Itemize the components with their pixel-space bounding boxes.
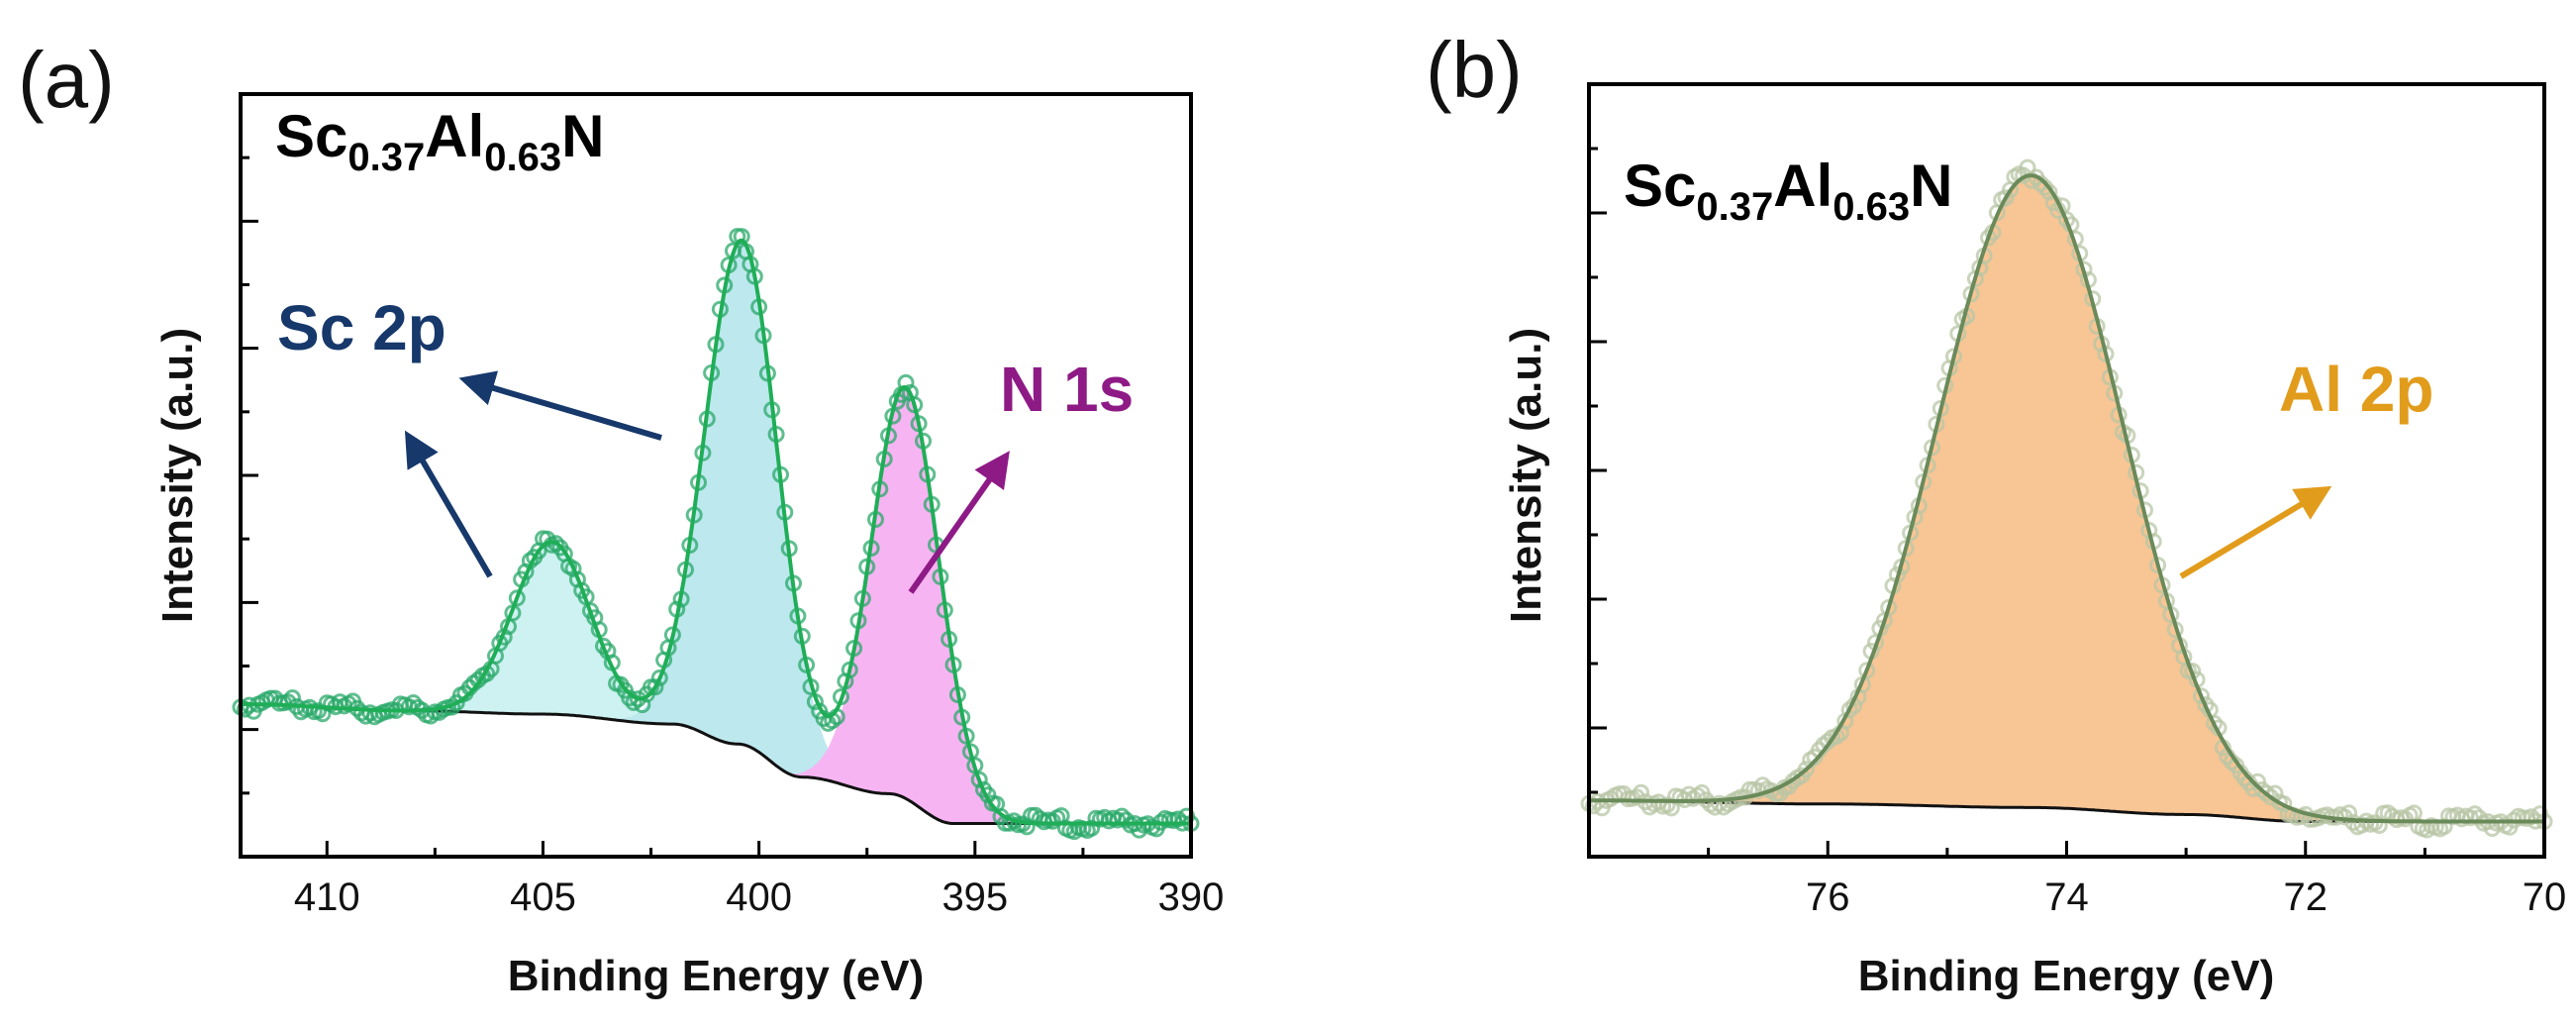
formula-a-el1: Sc [275, 103, 347, 169]
x-tick-label-a: 410 [294, 875, 360, 919]
annotation-sc-2p: Sc 2p [277, 292, 446, 363]
data-point [1789, 769, 1806, 786]
data-point [1858, 662, 1876, 679]
formula-a-el2: Al [425, 103, 484, 169]
data-point [650, 669, 668, 686]
component-fill-b-1 [1640, 175, 2423, 822]
x-tick-label-a: 395 [941, 875, 1008, 919]
x-tick-label-a: 400 [726, 875, 792, 919]
formula-a-el3: N [561, 103, 604, 169]
data-point [2253, 781, 2271, 798]
x-tick-label-b: 72 [2284, 875, 2328, 919]
annotation-al-2p: Al 2p [2279, 354, 2433, 425]
x-tick-label-b: 74 [2044, 875, 2089, 919]
panel-a-sample-formula: Sc0.37Al0.63N [275, 103, 604, 179]
x-tick-label-a: 405 [510, 875, 576, 919]
panel-a: (a) 410 405 400 395 390 Sc0.37Al0.63N Sc 2p … [18, 36, 1224, 1000]
arrow-al-2p [2179, 485, 2332, 579]
formula-b-el1: Sc [1624, 153, 1696, 219]
panel-b-y-axis-title: Intensity (a.u.) [1502, 328, 1550, 623]
panel-b-label: (b) [1426, 26, 1523, 114]
formula-b-el3: N [1910, 153, 1952, 219]
data-point [1702, 795, 1720, 813]
formula-a-sub2: 0.63 [484, 136, 561, 179]
data-point [508, 589, 526, 607]
x-tick-label-b: 76 [1806, 875, 1850, 919]
panel-a-y-axis-title: Intensity (a.u.) [153, 328, 202, 623]
arrow-sc-2p-upper [458, 370, 662, 441]
formula-b-sub2: 0.63 [1833, 185, 1910, 229]
annotation-n-1s: N 1s [1000, 354, 1134, 425]
panel-a-plot-area [232, 228, 1200, 841]
panel-b-x-axis-title: Binding Energy (eV) [1858, 952, 2274, 1000]
fit-envelope-b [1589, 173, 2544, 824]
data-point [2270, 793, 2288, 811]
x-tick-label-a: 390 [1158, 875, 1225, 919]
component-fill-a-2 [588, 240, 895, 795]
formula-b-el2: Al [1773, 153, 1833, 219]
component-fill-a-3 [761, 386, 1050, 824]
component-fill-a-1 [388, 542, 715, 739]
formula-a-sub1: 0.37 [347, 136, 425, 179]
panel-a-x-axis-title: Binding Energy (eV) [508, 952, 924, 1000]
fit-envelope-a [241, 238, 1191, 826]
data-point [2193, 687, 2210, 705]
arrow-n-1s [908, 451, 1010, 594]
data-point [1980, 229, 1997, 247]
panel-b-plot-area [1580, 158, 2553, 839]
data-point [970, 771, 988, 788]
panel-a-label: (a) [18, 36, 115, 124]
data-point [901, 383, 919, 401]
data-point [551, 539, 569, 557]
data-point [983, 794, 1001, 812]
x-tick-label-b: 70 [2523, 875, 2567, 919]
arrow-sc-2p-lower [404, 430, 493, 578]
formula-b-sub1: 0.37 [1696, 185, 1773, 229]
panel-a-ticks: 410 405 400 395 390 [241, 155, 1225, 919]
data-point [975, 780, 992, 798]
data-point [447, 694, 465, 712]
data-point [2197, 696, 2215, 714]
panel-b: (b) 76 74 72 70 Sc0.37Al0.63N Al 2p Binding… [1426, 26, 2566, 1000]
data-point [595, 637, 612, 655]
panel-b-sample-formula: Sc0.37Al0.63N [1624, 153, 1952, 229]
panel-b-ticks: 76 74 72 70 [1589, 147, 2567, 919]
data-point [352, 704, 370, 722]
